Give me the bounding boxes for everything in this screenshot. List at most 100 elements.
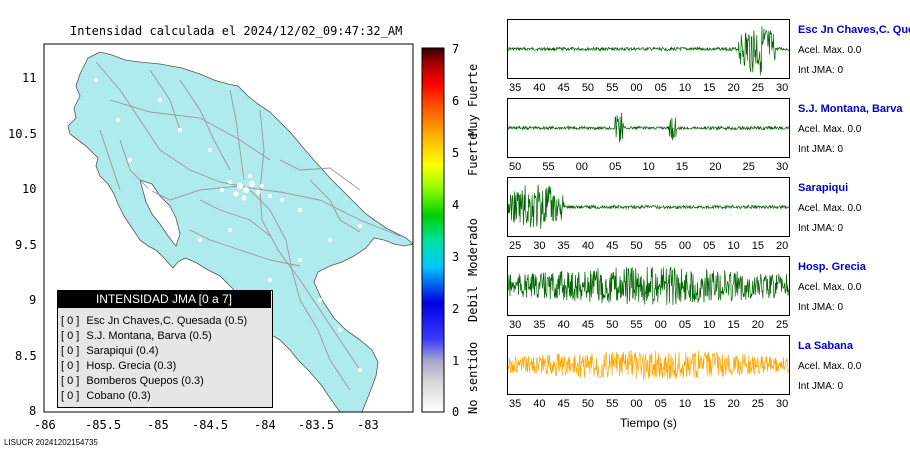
waveform-tick: 00 [630,82,643,94]
map-x-tick: -85 [147,418,169,432]
map-x-tick: -84.5 [192,418,229,432]
waveform-tick: 40 [533,398,546,410]
legend-badge: [ 0 ] [61,315,80,327]
station-accel: Acel. Max. 0.0 [798,203,862,214]
colorbar-label: Moderado [466,218,480,276]
colorbar-tick: 6 [452,94,460,108]
waveform-tick: 05 [703,240,716,252]
legend-badge: [ 0 ] [61,390,80,402]
waveform-tick: 30 [776,398,789,410]
map-y-tick: 9 [29,293,37,307]
station-accel: Acel. Max. 0.0 [798,45,862,56]
waveform-tick: 40 [533,82,546,94]
station-name: S.J. Montana, Barva [798,103,903,115]
waveform-tick: 55 [630,319,643,331]
waveform-tick: 10 [703,319,716,331]
legend-row: [ 0 ] Hosp. Grecia (0.3) [61,360,176,372]
waveform-trace [507,184,790,229]
legend-text: Sarapiqui (0.4) [86,345,159,357]
waveform-tick: 15 [751,240,764,252]
waveform-tick: 50 [581,82,595,94]
colorbar-tick: 1 [452,354,460,368]
colorbar-tick: 3 [452,250,460,264]
legend-text: Bomberos Quepos (0.3) [86,375,204,387]
legend-row: [ 0 ] Sarapiqui (0.4) [61,345,159,357]
waveform-line [507,184,790,229]
station-accel: Acel. Max. 0.0 [798,282,862,293]
legend-row: [ 0 ] Cobano (0.3) [61,390,151,402]
waveform-panel [507,98,790,158]
station-name: Esc Jn Chaves,C. Ques [798,24,910,36]
waveform-panel [507,19,790,79]
waveform-tick: 20 [727,398,740,410]
station-dots [94,78,362,372]
waveform-tick: 45 [581,319,595,331]
waveform-tick: 25 [751,82,764,94]
waveform-tick: 10 [727,240,740,252]
station-jma: Int JMA: 0 [798,302,844,313]
colorbar-tick: 4 [452,198,460,212]
waveform-tick: 45 [557,82,570,94]
waveform-tick: 15 [703,398,716,410]
waveform-tick: 55 [654,240,667,252]
waveform-tick: 50 [630,240,643,252]
waveform-line [507,26,790,76]
waveform-tick: 40 [557,319,570,331]
station-name: Sarapiqui [798,182,849,194]
waveform-trace [507,350,790,381]
colorbar-tick: 2 [452,302,460,316]
colorbar-tick: 5 [452,146,460,160]
map-x-tick: -85.5 [85,418,122,432]
waveform-tick: 20 [709,161,722,173]
waveform-x-label: Tiempo (s) [620,416,677,430]
waveform-tick: 25 [509,240,522,252]
waveform-tick: 35 [557,240,570,252]
colorbar [421,47,445,413]
legend-badge: [ 0 ] [61,330,80,342]
colorbar-tick: 0 [452,405,460,419]
footer-id: LISUCR 20241202154735 [4,438,98,447]
waveform-tick: 10 [678,398,692,410]
waveform-tick: 10 [678,82,692,94]
waveform-tick: 55 [606,82,619,94]
waveform-tick: 20 [751,319,764,331]
waveform-trace [507,112,790,143]
station-name: Hosp. Grecia [798,261,866,273]
legend-row: [ 0 ] Esc Jn Chaves,C. Quesada (0.5) [61,315,247,327]
waveform-tick: 55 [606,398,619,410]
map-x-tick: -83.5 [298,418,335,432]
waveform-tick: 50 [509,161,522,173]
road-network [95,61,401,391]
station-jma: Int JMA: 0 [798,65,844,76]
waveform-tick: 10 [642,161,655,173]
legend-header: INTENSIDAD JMA [0 a 7] [57,290,271,308]
waveform-tick: 40 [581,240,595,252]
waveform-tick: 00 [654,319,667,331]
station-accel: Acel. Max. 0.0 [798,361,862,372]
waveform-line [507,112,790,143]
waveform-tick: 30 [533,240,546,252]
map-y-tick: 8.5 [15,349,37,363]
waveform-tick: 05 [678,319,692,331]
waveform-tick: 25 [751,398,764,410]
map-y-tick: 8 [29,404,37,418]
waveform-tick: 35 [509,82,522,94]
waveform-tick: 05 [654,398,667,410]
waveform-panel [507,177,790,237]
waveform-panel [507,335,790,395]
waveform-tick: 50 [606,319,619,331]
waveform-tick: 35 [533,319,546,331]
waveform-trace [507,266,790,305]
station-name: La Sabana [798,340,854,352]
map-y-tick: 9.5 [15,238,37,252]
waveform-tick: 15 [703,82,716,94]
waveform-panel [507,256,790,316]
map-y-tick: 11 [22,71,37,85]
waveform-tick: 45 [557,398,570,410]
waveform-tick: 30 [776,161,789,173]
map-y-tick: 10 [22,182,37,196]
legend-row: [ 0 ] S.J. Montana, Barva (0.5) [61,330,212,342]
legend-text: S.J. Montana, Barva (0.5) [86,330,212,342]
colorbar-label: Muy Fuerte [466,63,480,136]
map-x-tick: -86 [34,418,56,432]
